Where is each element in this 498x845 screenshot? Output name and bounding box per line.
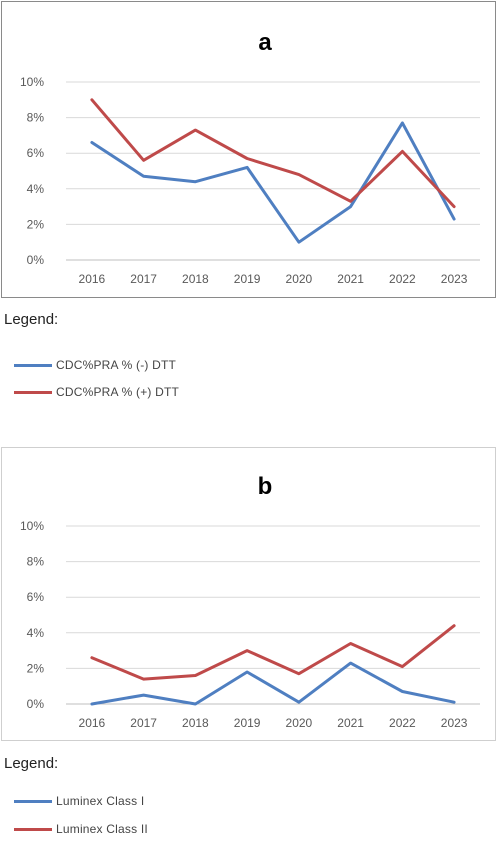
x-tick-label: 2023 xyxy=(441,272,468,286)
y-tick-label: 2% xyxy=(27,217,45,231)
chart-b-title: b xyxy=(258,473,273,500)
legend-a-item-1: CDC%PRA % (-) DTT xyxy=(14,356,176,374)
x-tick-label: 2016 xyxy=(79,272,106,286)
legend-b-label-2: Luminex Class II xyxy=(56,822,148,836)
y-tick-label: 6% xyxy=(27,146,45,160)
legend-b-swatch-2 xyxy=(14,827,52,831)
y-tick-label: 4% xyxy=(27,626,45,640)
y-tick-label: 2% xyxy=(27,661,45,675)
x-tick-label: 2020 xyxy=(286,272,313,286)
legend-b-title: Legend: xyxy=(4,755,59,772)
x-tick-label: 2021 xyxy=(337,716,364,730)
y-tick-label: 10% xyxy=(20,519,44,533)
chart-b: b 0% 2% 4% 6% 8% 10% 2016 2017 2018 2019 2020 2021 20… xyxy=(20,473,480,730)
legend-b-item-2: Luminex Class II xyxy=(14,820,148,838)
x-tick-label: 2017 xyxy=(130,716,157,730)
x-tick-label: 2021 xyxy=(337,272,364,286)
y-tick-label: 6% xyxy=(27,590,45,604)
y-tick-label: 0% xyxy=(27,253,45,267)
x-tick-label: 2020 xyxy=(286,716,313,730)
x-tick-label: 2019 xyxy=(234,716,261,730)
legend-a-label-1: CDC%PRA % (-) DTT xyxy=(56,358,177,372)
chart-a-title: a xyxy=(258,29,272,56)
chart-a-panel: a 0% 2% 4% 6% 8% 10% 2016 2017 2018 2019 2020 2021 20… xyxy=(1,1,496,298)
legend-a-swatch-1 xyxy=(14,363,52,367)
legend-a-title: Legend: xyxy=(4,311,59,328)
legend-a-swatch-2 xyxy=(14,390,52,394)
legend-b-label-1: Luminex Class I xyxy=(56,794,145,808)
x-tick-label: 2022 xyxy=(389,716,416,730)
y-tick-label: 10% xyxy=(20,75,44,89)
series-line-2 xyxy=(90,98,456,209)
x-tick-label: 2016 xyxy=(79,716,106,730)
legend-b-swatch-1 xyxy=(14,799,52,803)
legend-b-item-1: Luminex Class I xyxy=(14,792,144,810)
x-tick-label: 2018 xyxy=(182,272,209,286)
chart-a: a 0% 2% 4% 6% 8% 10% 2016 2017 2018 2019 2020 2021 20… xyxy=(20,29,480,286)
series-line-1 xyxy=(90,121,456,244)
x-tick-label: 2022 xyxy=(389,272,416,286)
y-tick-label: 4% xyxy=(27,182,45,196)
series-line-1 xyxy=(90,661,456,706)
y-tick-label: 8% xyxy=(27,111,45,125)
x-tick-label: 2018 xyxy=(182,716,209,730)
x-tick-label: 2019 xyxy=(234,272,261,286)
y-tick-label: 8% xyxy=(27,555,45,569)
legend-a-label-2: CDC%PRA % (+) DTT xyxy=(56,385,180,399)
chart-b-panel: b 0% 2% 4% 6% 8% 10% 2016 2017 2018 2019 2020 2021 20… xyxy=(1,447,496,741)
series-line-2 xyxy=(90,624,456,681)
y-tick-label: 0% xyxy=(27,697,45,711)
x-tick-label: 2023 xyxy=(441,716,468,730)
x-tick-label: 2017 xyxy=(130,272,157,286)
legend-a-item-2: CDC%PRA % (+) DTT xyxy=(14,383,179,401)
